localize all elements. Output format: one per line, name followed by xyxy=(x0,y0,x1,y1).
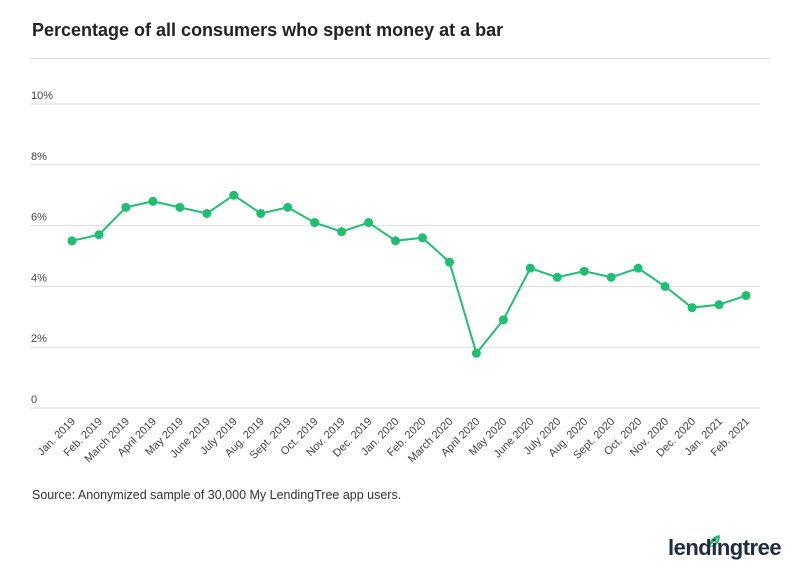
data-point xyxy=(552,272,562,282)
data-point xyxy=(660,281,670,291)
y-tick-label: 10% xyxy=(31,90,53,102)
data-point xyxy=(283,202,293,212)
source-note: Source: Anonymized sample of 30,000 My L… xyxy=(32,488,402,502)
data-point xyxy=(741,291,751,301)
data-point xyxy=(94,230,104,240)
data-point xyxy=(256,208,266,218)
data-point xyxy=(525,263,535,273)
chart-title: Percentage of all consumers who spent mo… xyxy=(32,20,504,40)
data-point xyxy=(175,202,185,212)
data-point xyxy=(633,263,643,273)
data-point xyxy=(202,208,212,218)
data-point xyxy=(67,236,77,246)
data-point xyxy=(606,272,616,282)
lendingtree-logo: lendingtree xyxy=(668,535,782,560)
title-divider xyxy=(30,58,770,59)
y-tick-label: 6% xyxy=(31,212,47,224)
y-tick-label: 2% xyxy=(31,333,47,345)
data-point xyxy=(148,196,158,206)
y-tick-label: 0 xyxy=(31,394,37,406)
data-point xyxy=(121,202,131,212)
data-point xyxy=(337,227,347,237)
data-point xyxy=(364,218,374,228)
data-point xyxy=(687,303,697,313)
leaf-logo-icon xyxy=(709,535,720,549)
y-tick-label: 8% xyxy=(31,151,47,163)
data-point xyxy=(417,233,427,243)
data-point xyxy=(310,218,320,228)
data-point xyxy=(391,236,401,246)
series-line xyxy=(71,193,747,356)
data-point xyxy=(498,315,508,325)
data-point xyxy=(229,190,239,200)
data-point xyxy=(444,257,454,267)
data-point xyxy=(579,266,589,276)
y-tick-label: 4% xyxy=(31,272,47,284)
data-point xyxy=(471,348,481,358)
data-point xyxy=(714,300,724,310)
